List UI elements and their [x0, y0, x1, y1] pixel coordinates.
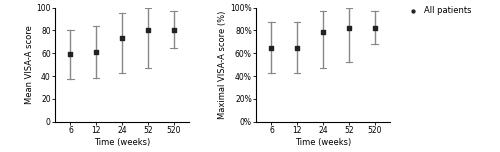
Legend: All patients: All patients — [405, 6, 471, 15]
Point — [66, 53, 74, 56]
Point — [118, 37, 126, 40]
Point — [170, 29, 177, 32]
Y-axis label: Mean VISA-A score: Mean VISA-A score — [24, 25, 34, 104]
Point — [319, 30, 327, 33]
Point — [268, 46, 276, 49]
Point — [144, 29, 152, 32]
X-axis label: Time (weeks): Time (weeks) — [94, 138, 150, 147]
Y-axis label: Maximal VISA-A score (%): Maximal VISA-A score (%) — [218, 10, 228, 119]
Point — [370, 27, 378, 29]
X-axis label: Time (weeks): Time (weeks) — [295, 138, 351, 147]
Point — [92, 51, 100, 53]
Point — [345, 27, 353, 29]
Point — [293, 46, 301, 49]
